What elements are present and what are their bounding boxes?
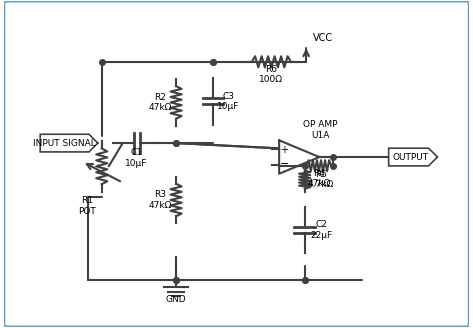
Text: OP AMP
U1A: OP AMP U1A <box>303 120 337 140</box>
Text: OUTPUT: OUTPUT <box>393 153 429 161</box>
Text: R5
4.7kΩ: R5 4.7kΩ <box>308 170 334 189</box>
Text: R2
47kΩ: R2 47kΩ <box>148 93 172 112</box>
Text: C3
10μF: C3 10μF <box>217 92 239 111</box>
Text: +: + <box>280 145 288 155</box>
Text: GND: GND <box>166 295 186 304</box>
Text: R4
47kΩ: R4 47kΩ <box>307 169 331 188</box>
Polygon shape <box>389 148 438 166</box>
Text: −: − <box>280 159 289 169</box>
Polygon shape <box>40 134 98 152</box>
FancyBboxPatch shape <box>4 1 469 327</box>
Text: R6
100Ω: R6 100Ω <box>259 65 283 85</box>
Text: C1
10μF: C1 10μF <box>125 148 148 168</box>
Text: INPUT SIGNAL: INPUT SIGNAL <box>33 139 96 148</box>
Text: R1
POT: R1 POT <box>78 196 96 215</box>
Text: R3
47kΩ: R3 47kΩ <box>148 190 172 210</box>
Text: C2
22μF: C2 22μF <box>310 220 332 240</box>
Text: VCC: VCC <box>313 32 333 43</box>
